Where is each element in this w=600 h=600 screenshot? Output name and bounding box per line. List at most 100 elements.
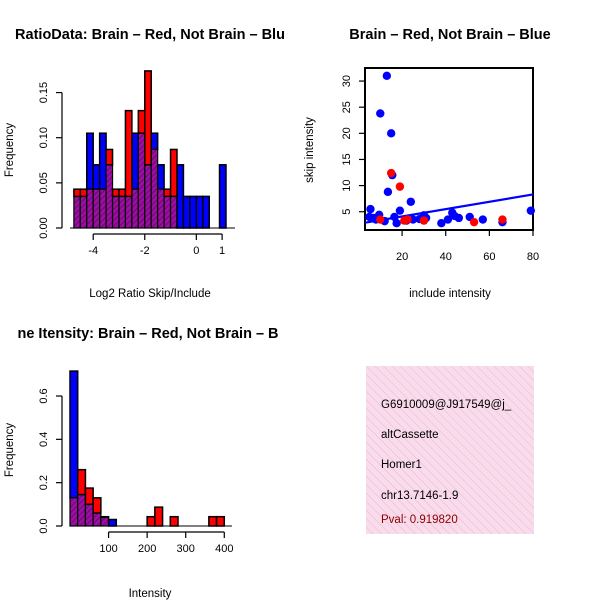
point-not-brain-28 xyxy=(526,206,536,215)
bar-overlap-15 xyxy=(169,195,178,229)
bar-overlap-3 xyxy=(92,188,101,229)
info-event-id: G6910009@J917549@j_ xyxy=(381,399,512,411)
point-not-brain-24 xyxy=(454,213,464,223)
y-tick-label-3: 0.6 xyxy=(38,388,50,403)
scatter-x-axis: 20 40 60 80 xyxy=(396,230,539,263)
scatter-points xyxy=(365,71,536,228)
scatter-plot-box xyxy=(364,67,534,231)
bar-brain-2 xyxy=(84,487,94,506)
x-tick-label-2: 300 xyxy=(177,543,195,555)
bar-brain-11 xyxy=(144,70,152,166)
x-tick-label-0: 20 xyxy=(396,251,408,263)
point-not-brain-1 xyxy=(366,204,375,214)
bar-overlap-0 xyxy=(73,195,81,229)
ratio-histogram-y-axis: 0.00 0.05 0.10 0.15 xyxy=(38,82,63,239)
bar-not-brain-5 xyxy=(107,518,118,527)
bar-not-brain-17 xyxy=(182,195,191,229)
point-brain-2 xyxy=(395,182,405,191)
info-panel: G6910009@J917549@j_ altCassette Homer1 c… xyxy=(366,366,534,534)
ratio-histogram-ylabel: Frequency xyxy=(4,123,16,178)
bar-not-brain-0 xyxy=(69,370,79,499)
info-gene: Homer1 xyxy=(381,459,422,471)
y-tick-label-0: 0.00 xyxy=(38,217,50,238)
bar-overlap-11 xyxy=(144,164,152,229)
y-tick-label-0: 0.0 xyxy=(38,518,50,533)
bar-overlap-2 xyxy=(86,188,94,229)
point-brain-4 xyxy=(403,215,412,224)
y-tick-label-1: 10 xyxy=(341,179,353,191)
ratio-histogram-title: RatioData: Brain – Red, Not Brain – Blu xyxy=(15,27,285,43)
scatter-title: Brain – Red, Not Brain – Blue xyxy=(349,27,550,43)
intensity-histogram-y-axis: 0.0 0.2 0.4 0.6 xyxy=(38,388,63,534)
bar-brain-0 xyxy=(73,188,82,198)
bar-overlap-14 xyxy=(163,195,172,229)
y-tick-label-3: 0.15 xyxy=(38,82,50,103)
x-tick-label-1: 40 xyxy=(440,251,452,263)
point-not-brain-21 xyxy=(443,215,453,224)
bar-brain-9 xyxy=(215,515,226,527)
intensity-histogram-x-axis: 100 200 300 400 xyxy=(99,531,233,555)
intensity-histogram: ne Itensity: Brain – Red, Not Brain – B … xyxy=(4,326,279,600)
x-tick-label-2: 0 xyxy=(193,245,199,257)
x-tick-label-1: 200 xyxy=(138,543,156,555)
point-brain-1 xyxy=(386,168,396,178)
bar-overlap-4 xyxy=(99,188,107,229)
bar-overlap-3 xyxy=(92,512,102,527)
bar-brain-5 xyxy=(146,515,156,527)
point-brain-7 xyxy=(498,215,507,224)
point-brain-6 xyxy=(469,217,479,227)
bar-brain-6 xyxy=(154,506,164,527)
ratio-histogram-xlabel: Log2 Ratio Skip/Include xyxy=(89,288,210,300)
bar-overlap-2 xyxy=(84,503,94,527)
bar-overlap-10 xyxy=(137,132,146,229)
bar-brain-10 xyxy=(137,109,146,134)
x-tick-label-3: 80 xyxy=(527,251,539,263)
y-tick-label-2: 0.4 xyxy=(38,432,50,447)
scatter-xlabel: include intensity xyxy=(409,288,491,300)
bar-brain-1 xyxy=(76,468,87,496)
x-tick-label-2: 60 xyxy=(483,251,495,263)
bar-not-brain-2 xyxy=(86,132,94,190)
bar-brain-8 xyxy=(124,109,133,198)
ratio-histogram-bars xyxy=(73,70,227,229)
bar-not-brain-16 xyxy=(176,164,185,229)
bar-overlap-4 xyxy=(100,516,110,527)
y-tick-label-2: 15 xyxy=(341,153,353,165)
point-not-brain-20 xyxy=(437,219,446,228)
bar-brain-6 xyxy=(111,188,120,198)
x-tick-label-1: -2 xyxy=(140,245,150,257)
bar-overlap-0 xyxy=(69,497,79,527)
point-not-brain-12 xyxy=(392,219,401,228)
bar-overlap-12 xyxy=(150,148,159,229)
bar-not-brain-13 xyxy=(156,164,165,190)
bar-not-brain-21 xyxy=(218,164,227,229)
y-tick-label-4: 25 xyxy=(341,101,353,113)
x-tick-label-3: 400 xyxy=(215,543,233,555)
point-not-brain-15 xyxy=(406,197,416,206)
bar-brain-7 xyxy=(118,188,127,198)
bar-overlap-8 xyxy=(124,195,133,229)
ratio-histogram: RatioData: Brain – Red, Not Brain – Blu … xyxy=(4,27,285,300)
bar-overlap-7 xyxy=(118,195,127,229)
point-not-brain-8 xyxy=(383,187,393,197)
bar-not-brain-19 xyxy=(195,195,204,229)
bar-brain-3 xyxy=(92,497,102,514)
bar-brain-4 xyxy=(100,515,110,519)
y-tick-label-5: 30 xyxy=(341,75,353,87)
info-pval: Pval: 0.919820 xyxy=(381,514,458,526)
bar-overlap-13 xyxy=(157,188,165,229)
point-not-brain-26 xyxy=(478,215,488,224)
bar-brain-5 xyxy=(105,148,114,166)
info-location: chr13.7146-1.9 xyxy=(381,490,458,502)
intensity-histogram-bars xyxy=(69,370,226,527)
point-brain-5 xyxy=(419,216,429,225)
bar-brain-14 xyxy=(163,188,172,198)
bar-not-brain-20 xyxy=(202,195,210,229)
bar-overlap-1 xyxy=(79,195,88,229)
x-tick-label-0: -4 xyxy=(88,245,98,257)
point-not-brain-13 xyxy=(395,206,405,215)
intensity-histogram-title: ne Itensity: Brain – Red, Not Brain – B xyxy=(17,326,278,342)
scatter-y-axis: 5 10 15 20 25 30 xyxy=(341,75,365,215)
bar-overlap-9 xyxy=(131,188,139,229)
bar-brain-8 xyxy=(208,515,218,527)
